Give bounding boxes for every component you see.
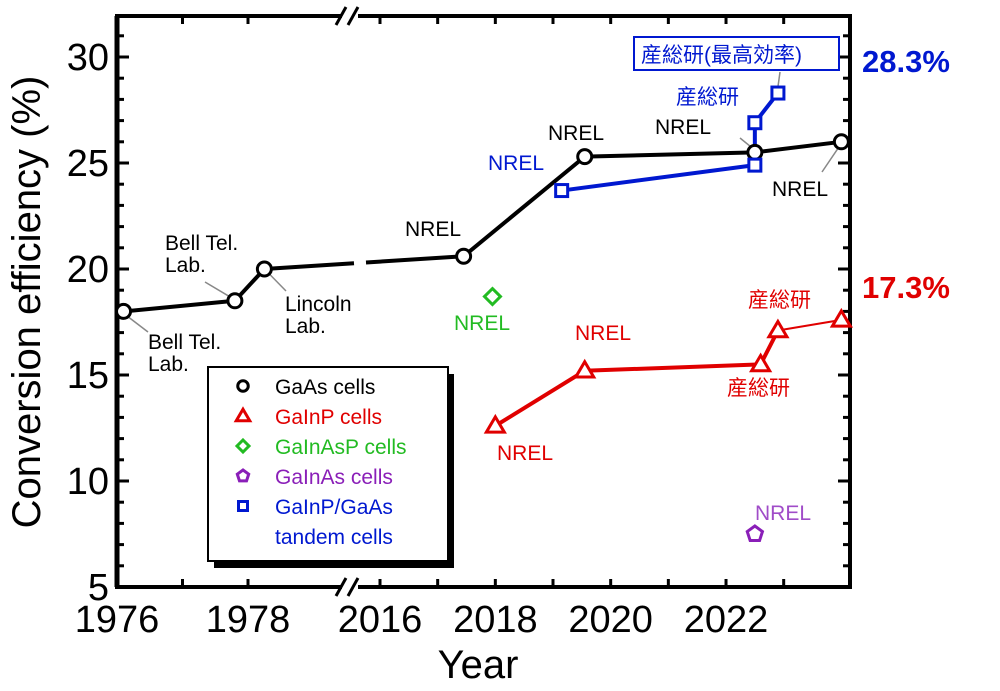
circle-marker — [576, 148, 594, 166]
point-label: Bell Tel. — [148, 331, 221, 354]
triangle-marker — [829, 307, 853, 328]
square-marker — [237, 500, 249, 512]
x-tick-label: 2016 — [338, 599, 423, 641]
x-tick-label: 1978 — [206, 599, 291, 641]
y-tick-label: 15 — [67, 355, 109, 397]
legend: GaAs cells GaInP cells GaInAsP cells GaInAs… — [207, 366, 454, 568]
axes: 5 10 15 20 25 30 1976 1978 2016 2018 2020 2022 — [67, 6, 852, 641]
point-label: NREL — [755, 502, 811, 525]
series-line-segment — [123, 298, 236, 314]
y-tick-label: 30 — [67, 37, 109, 79]
legend-label: GaInP cells — [275, 406, 382, 429]
circle-marker — [226, 292, 244, 310]
series-markers — [115, 85, 853, 542]
circle-marker — [115, 302, 133, 320]
point-label: NREL — [548, 122, 604, 145]
point-labels: Bell Tel.Lab.Bell Tel.Lab.LincolnLab.NRE… — [148, 36, 840, 525]
circle-marker — [236, 379, 250, 393]
diamond-marker — [482, 286, 503, 307]
point-label: NREL — [454, 312, 510, 335]
point-label: Lincoln — [285, 293, 352, 316]
legend-label: GaInP/GaAs — [275, 496, 393, 519]
point-label: Bell Tel. — [165, 232, 238, 255]
legend-box — [207, 366, 449, 562]
circle-marker — [255, 260, 273, 278]
diamond-marker — [234, 437, 252, 455]
point-label: Lab. — [148, 353, 189, 376]
point-label: NREL — [405, 218, 461, 241]
point-label: Lab. — [165, 254, 206, 277]
legend-label: GaAs cells — [275, 376, 375, 399]
circle-marker — [455, 247, 473, 265]
square-marker — [747, 115, 763, 131]
triangle-marker — [573, 358, 597, 379]
x-tick-label: 1976 — [75, 599, 160, 641]
x-tick-label: 2022 — [684, 599, 769, 641]
series-line-segment — [584, 362, 761, 373]
leader-line — [127, 315, 149, 333]
point-label: NREL — [488, 152, 544, 175]
series-line-segment — [777, 318, 842, 332]
leader-line — [204, 281, 231, 298]
y-tick-label: 10 — [67, 461, 109, 503]
y-tick-label: 5 — [88, 567, 109, 609]
series-line-segment — [584, 150, 755, 159]
triangle-marker — [233, 406, 253, 423]
series-line-segment — [462, 155, 586, 258]
axis-break-mark — [346, 577, 360, 597]
y-tick-label: 25 — [67, 143, 109, 185]
square-marker — [770, 85, 786, 101]
triangle-marker — [748, 352, 773, 373]
leader-line — [268, 273, 287, 292]
tandem-record-callout: 28.3% — [862, 44, 950, 79]
square-marker — [747, 157, 763, 173]
circle-marker — [746, 143, 764, 161]
point-label: 産総研 — [748, 289, 811, 312]
triangle-marker — [483, 413, 507, 434]
series-line-segment — [264, 261, 355, 271]
x-axis-title: Year — [438, 643, 519, 687]
point-label: NREL — [655, 116, 711, 139]
series-line-segment — [561, 163, 756, 193]
circle-marker — [832, 133, 850, 151]
point-label: NREL — [575, 322, 631, 345]
x-tick-label: 2020 — [568, 599, 653, 641]
x-tick-label: 2018 — [453, 599, 538, 641]
point-label: 産総研 — [676, 86, 739, 109]
axis-break-mark — [334, 6, 348, 26]
series-line-segment — [754, 139, 842, 155]
pentagon-marker — [745, 524, 765, 542]
point-label: NREL — [772, 178, 828, 201]
leader-line — [777, 71, 781, 88]
legend-label: GaInAsP cells — [275, 436, 407, 459]
point-label: Lab. — [285, 315, 326, 338]
pentagon-marker — [235, 468, 251, 483]
point-label: 産総研 — [727, 377, 790, 400]
leader-line — [821, 147, 839, 173]
gainp-record-callout: 17.3% — [862, 270, 950, 305]
legend-label: tandem cells — [275, 526, 393, 549]
y-axis-title: Conversion efficiency (%) — [5, 76, 49, 529]
triangle-marker — [766, 318, 790, 339]
axis-break-mark — [334, 577, 348, 597]
series-line-segment — [494, 369, 586, 428]
square-marker — [554, 183, 570, 199]
point-label: 産総研(最高効率) — [641, 44, 802, 67]
y-tick-label: 20 — [67, 249, 109, 291]
axis-break-mark — [346, 6, 360, 26]
series-line-segment — [365, 254, 464, 265]
point-label: NREL — [497, 442, 553, 465]
legend-label: GaInAs cells — [275, 466, 393, 489]
record-label-box — [633, 36, 840, 71]
